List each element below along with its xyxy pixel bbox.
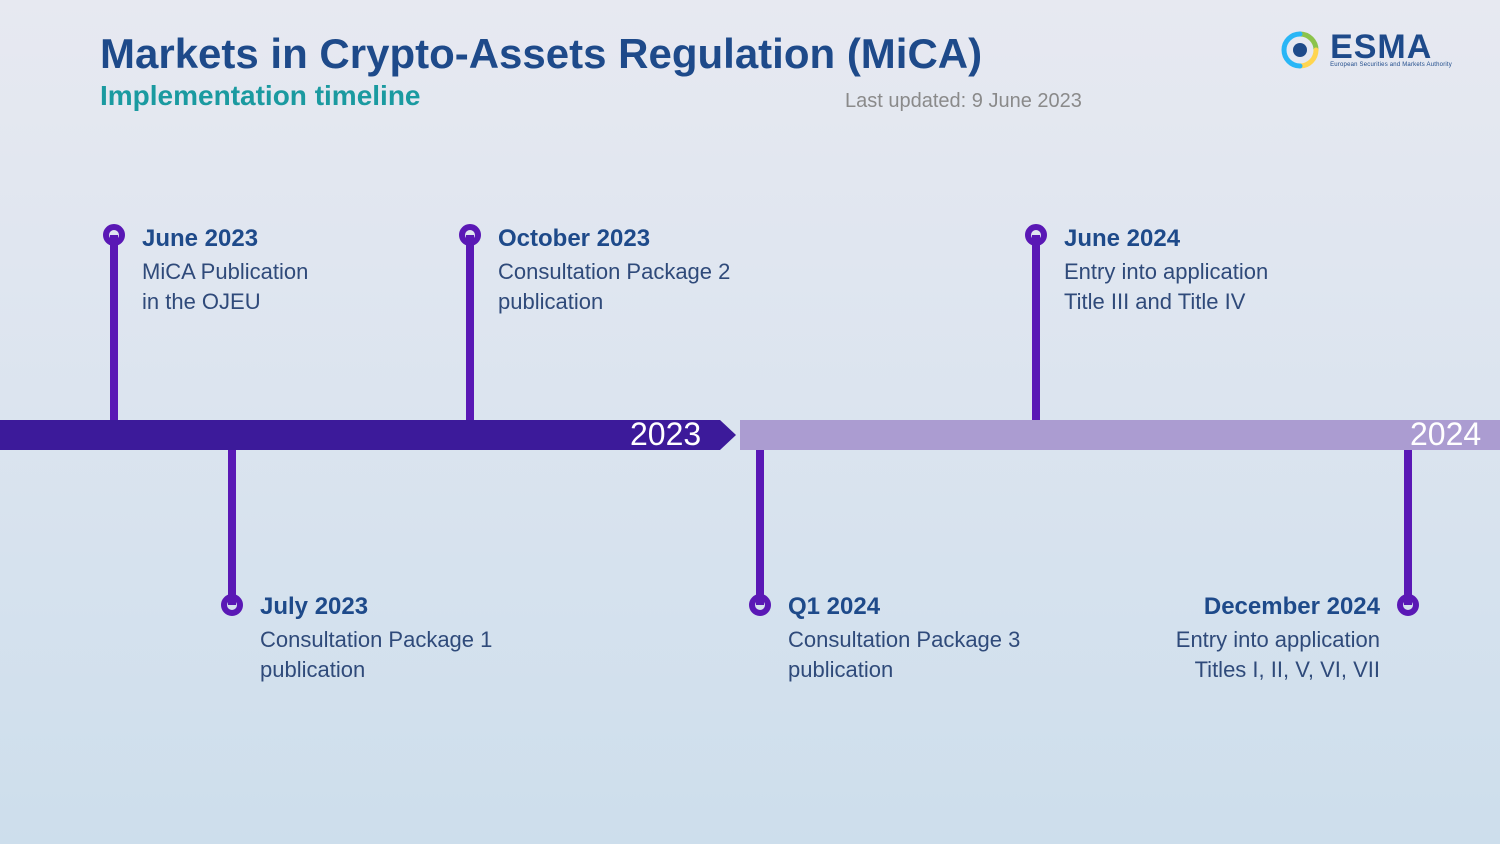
event-text: July 2023 Consultation Package 1 publicat…: [260, 593, 492, 684]
logo-acronym: ESMA: [1330, 32, 1452, 63]
event-stem: [1404, 450, 1412, 605]
esma-logo: ESMA European Securities and Markets Aut…: [1278, 28, 1452, 72]
event-dot-icon: [1397, 594, 1419, 616]
event-description: Consultation Package 2 publication: [498, 257, 730, 316]
timeline-segment-2024: [740, 420, 1500, 450]
event-stem: [466, 235, 474, 420]
event-stem: [228, 450, 236, 605]
event-text: June 2024 Entry into application Title II…: [1064, 225, 1268, 316]
event-description: Entry into application Titles I, II, V, …: [1176, 625, 1380, 684]
event-date: July 2023: [260, 593, 492, 621]
esma-logo-icon: [1278, 28, 1322, 72]
event-description: Consultation Package 1 publication: [260, 625, 492, 684]
event-date: December 2024: [1176, 593, 1380, 621]
event-date: October 2023: [498, 225, 730, 253]
timeline-segment-2023: [0, 420, 720, 450]
event-date: June 2024: [1064, 225, 1268, 253]
last-updated: Last updated: 9 June 2023: [845, 90, 1082, 113]
esma-logo-text: ESMA European Securities and Markets Aut…: [1330, 32, 1452, 69]
event-text: June 2023 MiCA Publication in the OJEU: [142, 225, 308, 316]
event-dot-icon: [221, 594, 243, 616]
event-text: December 2024 Entry into application Titl…: [1176, 593, 1380, 684]
event-dot-icon: [749, 594, 771, 616]
event-dot-icon: [1025, 224, 1047, 246]
timeline-label-2023: 2023: [630, 416, 701, 453]
event-dot-icon: [103, 224, 125, 246]
page-subtitle: Implementation timeline: [100, 80, 1400, 112]
event-description: MiCA Publication in the OJEU: [142, 257, 308, 316]
event-stem: [1032, 235, 1040, 420]
event-text: Q1 2024 Consultation Package 3 publicatio…: [788, 593, 1020, 684]
event-description: Consultation Package 3 publication: [788, 625, 1020, 684]
timeline-label-2024: 2024: [1410, 416, 1481, 453]
logo-tagline: European Securities and Markets Authorit…: [1330, 62, 1452, 68]
event-text: October 2023 Consultation Package 2 publi…: [498, 225, 730, 316]
event-stem: [110, 235, 118, 420]
page-title: Markets in Crypto-Assets Regulation (MiC…: [100, 30, 1400, 78]
event-dot-icon: [459, 224, 481, 246]
event-date: Q1 2024: [788, 593, 1020, 621]
header: Markets in Crypto-Assets Regulation (MiC…: [100, 30, 1400, 112]
event-description: Entry into application Title III and Tit…: [1064, 257, 1268, 316]
event-date: June 2023: [142, 225, 308, 253]
event-stem: [756, 450, 764, 605]
